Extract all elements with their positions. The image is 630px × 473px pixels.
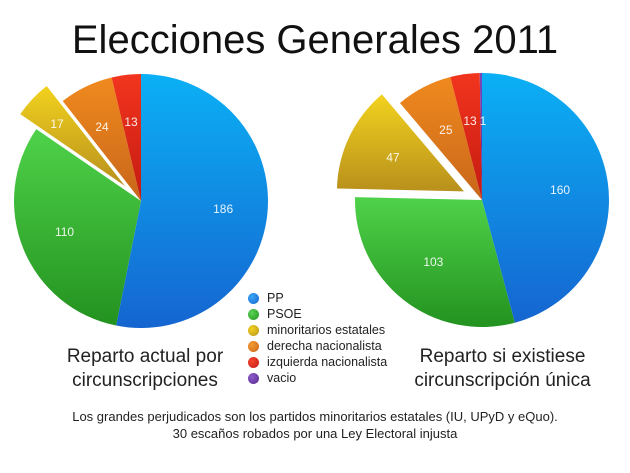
legend-item-psoe: PSOE	[248, 306, 387, 322]
pie-slice-vacio	[479, 73, 482, 200]
legend-dot-icon	[248, 324, 259, 336]
caption-left-line-2: circunscripciones	[72, 370, 218, 391]
legend-label: izquierda nacionalista	[267, 355, 388, 369]
pie-slice-minoritarios-estatales	[336, 94, 464, 192]
caption-right-line-2: circunscripción única	[414, 370, 591, 391]
pie-label-derecha-nacionalista: 25	[439, 123, 453, 137]
footer-note: Los grandes perjudicados son los partido…	[0, 408, 630, 442]
legend: PP PSOE minoritarios estatales derecha n…	[248, 290, 387, 386]
caption-right-line-1: Reparto si existiese	[419, 346, 586, 367]
page-title: Elecciones Generales 2011	[71, 18, 559, 62]
legend-dot-icon	[248, 356, 259, 368]
pie-label-izquierda-nacionalista: 13	[124, 115, 138, 129]
legend-label: vacio	[267, 371, 297, 385]
pie-chart-right: 160 103 47 25 13 1	[336, 73, 610, 327]
pie-slice-izquierda-nacionalista	[450, 73, 482, 200]
pie-slice-derecha-nacionalista	[62, 77, 141, 201]
pie-label-pp: 160	[550, 183, 570, 197]
caption-right: Reparto si existiese circunscripción úni…	[405, 345, 600, 393]
legend-dot-icon	[248, 340, 259, 352]
legend-label: minoritarios estatales	[267, 323, 386, 337]
legend-dot-icon	[248, 292, 259, 304]
pie-slice-pp	[482, 73, 610, 323]
pie-label-minoritarios-estatales: 17	[50, 117, 64, 131]
legend-label: derecha nacionalista	[267, 339, 382, 353]
pie-slice-pp	[116, 74, 268, 329]
pie-chart-left: 186 110 17 24 13	[14, 74, 268, 329]
legend-label: PP	[267, 291, 284, 305]
legend-item-minoritarios: minoritarios estatales	[248, 322, 387, 338]
footer-line-2: 30 escaños robados por una Ley Electoral…	[172, 426, 458, 441]
footer-line-1: Los grandes perjudicados son los partido…	[72, 409, 558, 424]
pie-label-psoe: 110	[55, 225, 74, 239]
legend-label: PSOE	[267, 307, 302, 321]
caption-left: Reparto actual por circunscripciones	[40, 345, 250, 393]
pie-slice-psoe	[14, 129, 142, 326]
pie-label-vacio: 1	[480, 114, 487, 128]
pie-slice-izquierda-nacionalista	[111, 74, 141, 201]
legend-item-vacio: vacio	[248, 370, 387, 386]
pie-label-psoe: 103	[423, 255, 443, 269]
pie-slice-minoritarios-estatales	[20, 85, 125, 186]
pie-label-derecha-nacionalista: 24	[95, 120, 109, 134]
legend-item-izquierda: izquierda nacionalista	[248, 354, 387, 370]
pie-slice-psoe	[355, 197, 515, 327]
legend-item-derecha: derecha nacionalista	[248, 338, 387, 354]
caption-left-line-1: Reparto actual por	[66, 346, 224, 367]
legend-dot-icon	[248, 372, 259, 384]
pie-label-pp: 186	[213, 202, 233, 216]
pie-label-minoritarios-estatales: 47	[386, 150, 400, 164]
legend-item-pp: PP	[248, 290, 387, 306]
legend-dot-icon	[248, 308, 259, 320]
pie-label-izquierda-nacionalista: 13	[463, 114, 477, 128]
pie-slice-derecha-nacionalista	[399, 77, 482, 200]
